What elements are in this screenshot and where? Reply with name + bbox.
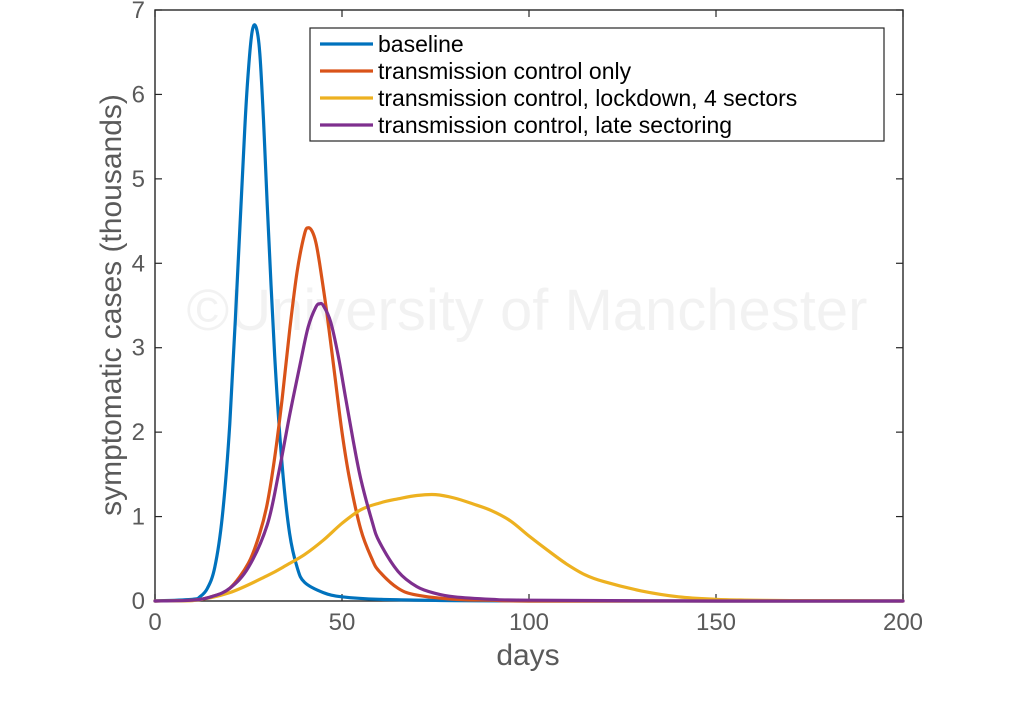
legend-box bbox=[309, 27, 885, 142]
series-lines bbox=[153, 23, 905, 603]
series-line-1 bbox=[153, 23, 905, 603]
y-tick-label: 5 bbox=[132, 166, 145, 193]
x-axis-ticks: 0 50 100 150 200 bbox=[148, 10, 923, 636]
y-tick-label: 4 bbox=[132, 250, 145, 277]
x-tick-label: 0 bbox=[148, 609, 161, 636]
legend-label-1: baseline bbox=[378, 31, 464, 57]
y-tick-label: 3 bbox=[132, 335, 145, 362]
legend-label-4: transmission control, late sectoring bbox=[378, 112, 732, 138]
x-tick-label: 200 bbox=[883, 609, 923, 636]
y-tick-label: 6 bbox=[132, 81, 145, 108]
series-line-2 bbox=[153, 226, 905, 603]
y-tick-label: 0 bbox=[132, 588, 145, 615]
plot-area: 0 50 100 150 200 0 1 2 3 4 5 6 7 bbox=[132, 0, 923, 636]
y-tick-label: 2 bbox=[132, 419, 145, 446]
watermark: ©University of Manchester bbox=[187, 278, 868, 343]
y-axis-label: symptomatic cases (thousands) bbox=[95, 94, 128, 516]
series-line-4 bbox=[153, 301, 905, 603]
y-tick-label: 1 bbox=[132, 504, 145, 531]
x-tick-label: 50 bbox=[329, 609, 356, 636]
y-axis-ticks: 0 1 2 3 4 5 6 7 bbox=[132, 0, 903, 615]
x-tick-label: 150 bbox=[696, 609, 736, 636]
x-tick-label: 100 bbox=[509, 609, 549, 636]
x-axis-label: days bbox=[496, 639, 559, 672]
legend-label-3: transmission control, lockdown, 4 sector… bbox=[378, 85, 797, 111]
legend-label-2: transmission control only bbox=[378, 58, 632, 84]
y-tick-label: 7 bbox=[132, 0, 145, 24]
series-line-3 bbox=[153, 492, 905, 603]
